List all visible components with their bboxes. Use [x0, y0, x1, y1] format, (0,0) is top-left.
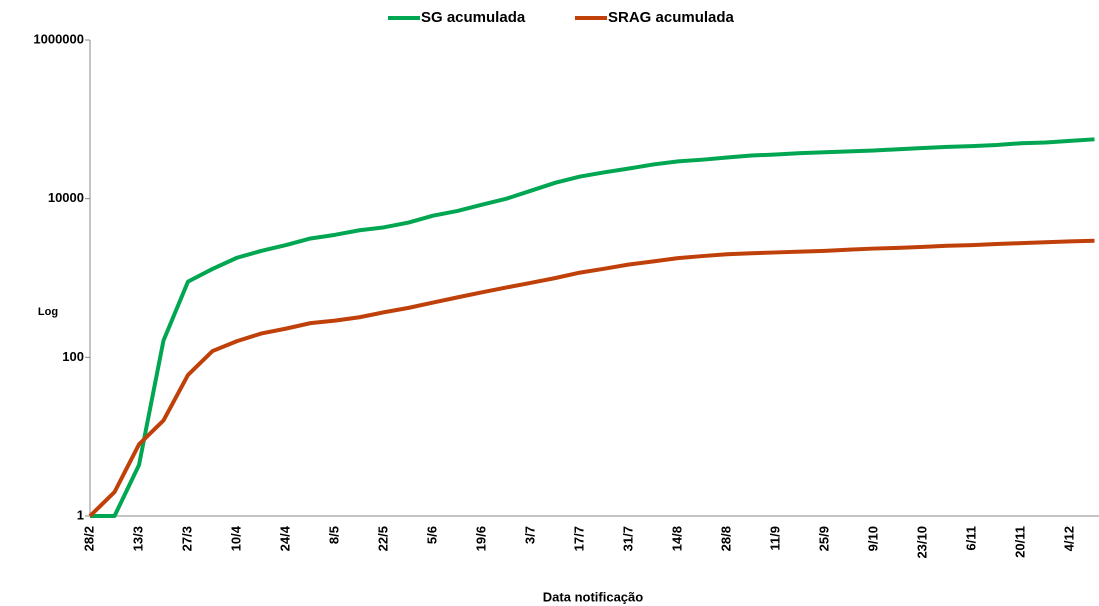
x-tick-label: 19/6: [473, 526, 488, 551]
series-line: [90, 137, 1095, 518]
x-tick-label: 25/9: [816, 526, 831, 551]
x-tick-label: 27/3: [179, 526, 194, 551]
x-tick-label: 3/7: [522, 526, 537, 544]
x-tick-label: 13/3: [130, 526, 145, 551]
y-axis-title: Log: [38, 306, 58, 318]
x-tick-label: 20/11: [1012, 526, 1027, 558]
series-line: [88, 238, 1095, 518]
x-tick-label: 5/6: [424, 526, 439, 544]
y-tick-label: 100: [62, 349, 84, 364]
y-tick-label: 1000000: [33, 31, 84, 46]
x-tick-label: 23/10: [914, 526, 929, 559]
x-tick-label: 28/8: [718, 526, 733, 551]
x-tick-label: 11/9: [767, 526, 782, 551]
x-tick-label: 31/7: [620, 526, 635, 551]
legend-label: SG acumulada: [421, 9, 526, 26]
x-tick-label: 6/11: [963, 526, 978, 551]
x-tick-label: 10/4: [228, 525, 243, 551]
x-tick-label: 22/5: [375, 526, 390, 551]
x-tick-label: 17/7: [571, 526, 586, 551]
legend-label: SRAG acumulada: [608, 9, 735, 26]
x-axis-title: Data notificação: [543, 589, 643, 604]
y-tick-label: 10000: [48, 190, 84, 205]
x-tick-label: 4/12: [1061, 526, 1076, 551]
x-tick-label: 14/8: [669, 526, 684, 551]
x-tick-label: 24/4: [277, 525, 292, 551]
x-tick-label: 9/10: [865, 526, 880, 551]
x-tick-label: 8/5: [326, 526, 341, 544]
x-tick-label: 28/2: [81, 526, 96, 551]
y-tick-label: 1: [77, 507, 84, 522]
